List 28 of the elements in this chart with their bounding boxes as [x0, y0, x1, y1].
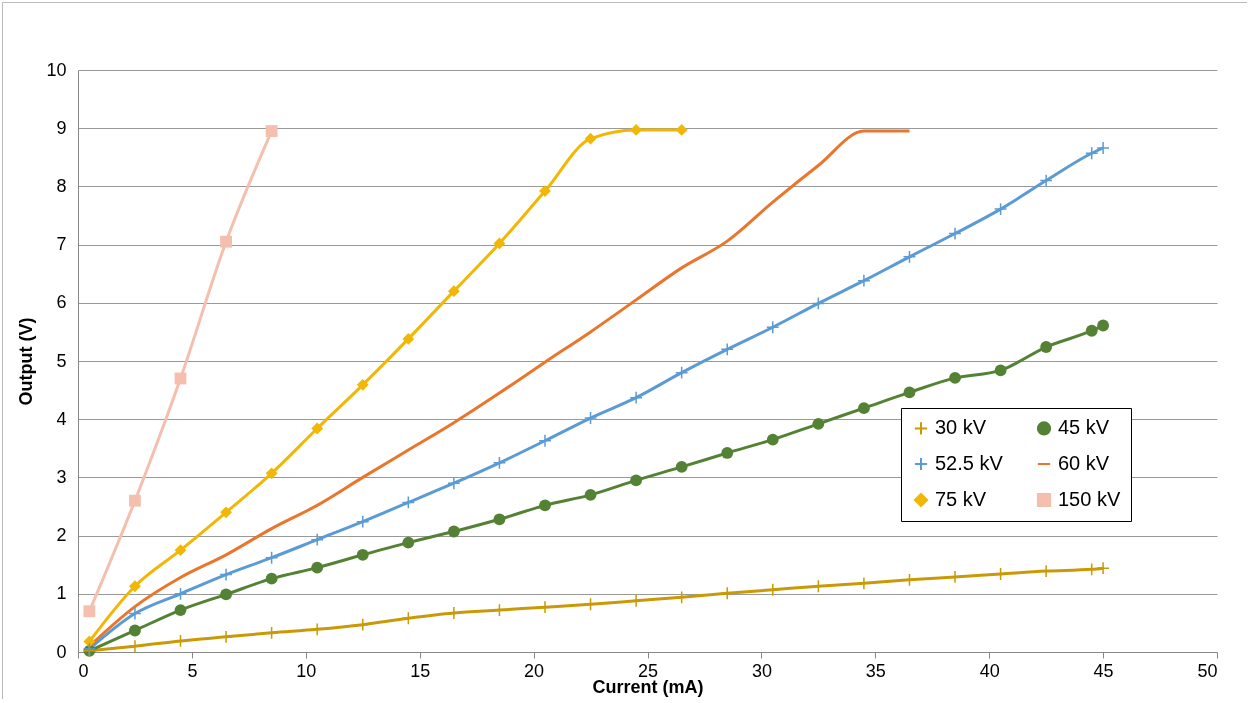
- y-tick-label: 3: [56, 466, 67, 487]
- x-tick-label: 40: [979, 660, 1000, 681]
- y-tick-label: 7: [56, 234, 67, 255]
- y-tick-label: 0: [56, 641, 67, 662]
- y-tick-label: 9: [56, 117, 67, 138]
- x-tick-label: 10: [296, 660, 317, 681]
- legend-label: 60 kV: [1058, 452, 1110, 474]
- legend-label: 45 kV: [1058, 416, 1110, 439]
- legend-label: 150 kV: [1058, 488, 1121, 510]
- x-tick-label: 50: [1197, 660, 1218, 681]
- x-tick-label: 0: [78, 660, 89, 681]
- y-tick-label: 6: [56, 292, 67, 313]
- y-tick-label: 10: [46, 59, 67, 80]
- y-tick-label: 2: [56, 525, 67, 546]
- x-tick-label: 20: [524, 660, 545, 681]
- x-tick-label: 30: [751, 660, 772, 681]
- x-tick-label: 5: [187, 660, 198, 681]
- x-tick-label: 45: [1093, 660, 1114, 681]
- y-axis-title: Output (V): [16, 317, 37, 406]
- legend-label: 75 kV: [935, 488, 987, 510]
- y-tick-label: 5: [56, 350, 67, 371]
- legend-label: 52.5 kV: [935, 452, 1004, 474]
- legend-label: 30 kV: [935, 416, 987, 439]
- y-tick-label: 4: [56, 408, 67, 429]
- y-tick-label: 8: [56, 175, 67, 196]
- x-tick-label: 35: [865, 660, 886, 681]
- y-tick-label: 1: [56, 583, 67, 604]
- x-tick-label: 15: [410, 660, 431, 681]
